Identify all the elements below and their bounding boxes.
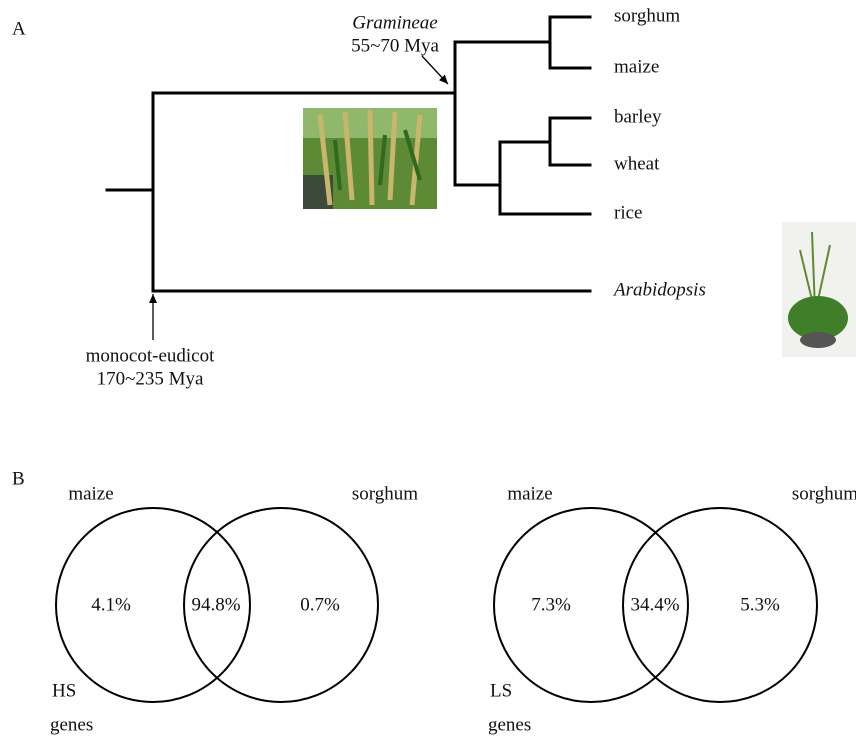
region-value: 0.7% [300, 594, 340, 615]
leaf-label: sorghum [614, 5, 680, 26]
figure: A sorghum maize barley wheat rice Arabid… [0, 0, 856, 737]
arabidopsis-photo [782, 222, 856, 357]
gene-set: HS [52, 680, 76, 701]
panel-label: B [12, 468, 25, 489]
arrow [422, 56, 448, 84]
leaf-label: Arabidopsis [612, 279, 706, 300]
set-label: maize [507, 483, 552, 504]
leaf-label: barley [614, 106, 662, 127]
set-label: sorghum [352, 483, 418, 504]
set-label: sorghum [792, 483, 856, 504]
node-name: monocot-eudicot [86, 345, 215, 366]
leaf-label: rice [614, 202, 642, 223]
region-value: 7.3% [531, 594, 571, 615]
region-value: 34.4% [630, 594, 679, 615]
clade-age: 55~70 Mya [351, 35, 439, 56]
leaf-label: maize [614, 56, 659, 77]
rice-photo [303, 108, 437, 209]
set-label: maize [68, 483, 113, 504]
region-value: 94.8% [191, 594, 240, 615]
panel-label: A [12, 18, 26, 39]
region-value: 4.1% [91, 594, 131, 615]
clade-name: Gramineae [352, 12, 437, 33]
gene-unit: genes [488, 714, 531, 735]
region-value: 5.3% [740, 594, 780, 615]
gene-unit: genes [50, 714, 93, 735]
node-age: 170~235 Mya [97, 368, 204, 389]
leaf-label: wheat [614, 153, 660, 174]
gene-set: LS [490, 680, 512, 701]
